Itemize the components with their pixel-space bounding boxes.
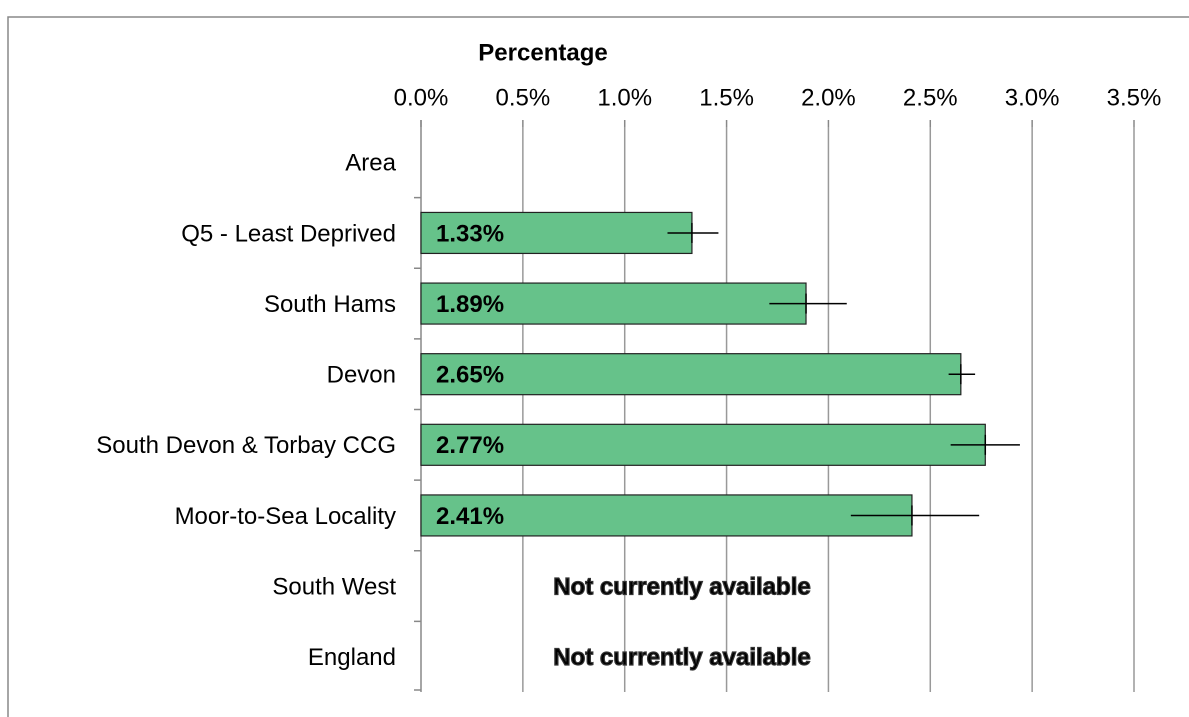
bar (420, 211, 693, 255)
x-tick-label: 1.5% (699, 84, 754, 111)
bar (420, 353, 962, 396)
y-tick-label: South Devon & Torbay CCG (96, 432, 396, 459)
value-label: 2.41% (436, 503, 504, 530)
frame (7, 16, 1189, 717)
y-tick-label: South West (272, 573, 396, 600)
x-tick-label: 3.0% (1005, 84, 1060, 111)
y-tick-label: Area (345, 150, 396, 177)
x-tick-label: 2.0% (801, 84, 856, 111)
unavailable-label: Not currently available (553, 644, 810, 671)
x-tick-label: 0.5% (496, 84, 551, 111)
value-label: 2.77% (436, 432, 504, 459)
y-tick-label: England (308, 644, 396, 671)
y-tick-label: Moor-to-Sea Locality (175, 503, 396, 530)
value-label: 2.65% (436, 362, 504, 389)
x-tick-label: 3.5% (1107, 84, 1162, 111)
y-tick-label: South Hams (264, 291, 396, 318)
axis-title: Percentage (478, 39, 607, 66)
y-tick-label: Devon (327, 362, 396, 389)
value-label: 1.89% (436, 291, 504, 318)
x-tick-label: 1.0% (597, 84, 652, 111)
unavailable-label: Not currently available (553, 573, 810, 600)
value-label: 1.33% (436, 220, 504, 247)
bar (420, 423, 986, 466)
x-tick-label: 2.5% (903, 84, 958, 111)
x-tick-label: 0.0% (394, 84, 449, 111)
y-tick-label: Q5 - Least Deprived (181, 220, 396, 247)
